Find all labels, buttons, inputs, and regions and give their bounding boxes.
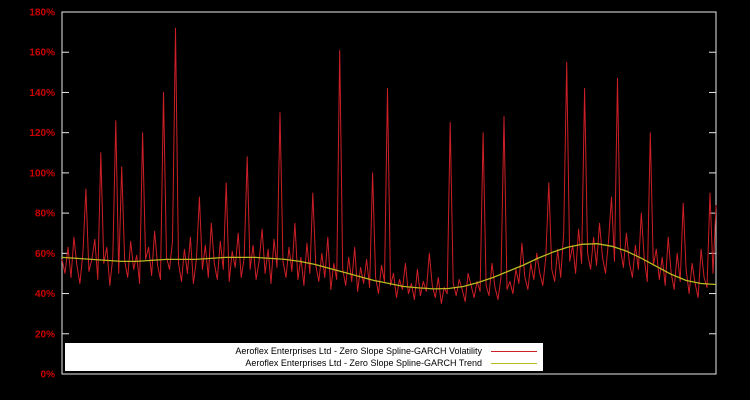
legend-item-trend: Aeroflex Enterprises Ltd - Zero Slope Sp… xyxy=(71,357,537,369)
plot-border xyxy=(61,11,717,375)
trend-line xyxy=(61,243,717,290)
y-axis-tick-label: 60% xyxy=(35,249,55,260)
y-axis-tick-label: 140% xyxy=(29,88,55,99)
y-axis-tick-label: 100% xyxy=(29,168,55,179)
legend-line-sample-volatility xyxy=(491,350,537,352)
y-axis-tick-label: 160% xyxy=(29,48,55,59)
legend-label-trend: Aeroflex Enterprises Ltd - Zero Slope Sp… xyxy=(245,358,482,368)
y-axis-tick-label: 20% xyxy=(35,329,55,340)
volatility-line xyxy=(61,27,717,305)
legend-line-sample-trend xyxy=(491,362,537,364)
legend-label-volatility: Aeroflex Enterprises Ltd - Zero Slope Sp… xyxy=(235,346,482,356)
y-axis-tick-label: 120% xyxy=(29,128,55,139)
legend: Aeroflex Enterprises Ltd - Zero Slope Sp… xyxy=(65,343,543,371)
y-axis-tick-label: 80% xyxy=(35,209,55,220)
y-axis-tick-label: 40% xyxy=(35,289,55,300)
y-axis-tick-label: 0% xyxy=(41,370,56,381)
legend-item-volatility: Aeroflex Enterprises Ltd - Zero Slope Sp… xyxy=(71,345,537,357)
y-axis-tick-label: 180% xyxy=(29,8,55,19)
